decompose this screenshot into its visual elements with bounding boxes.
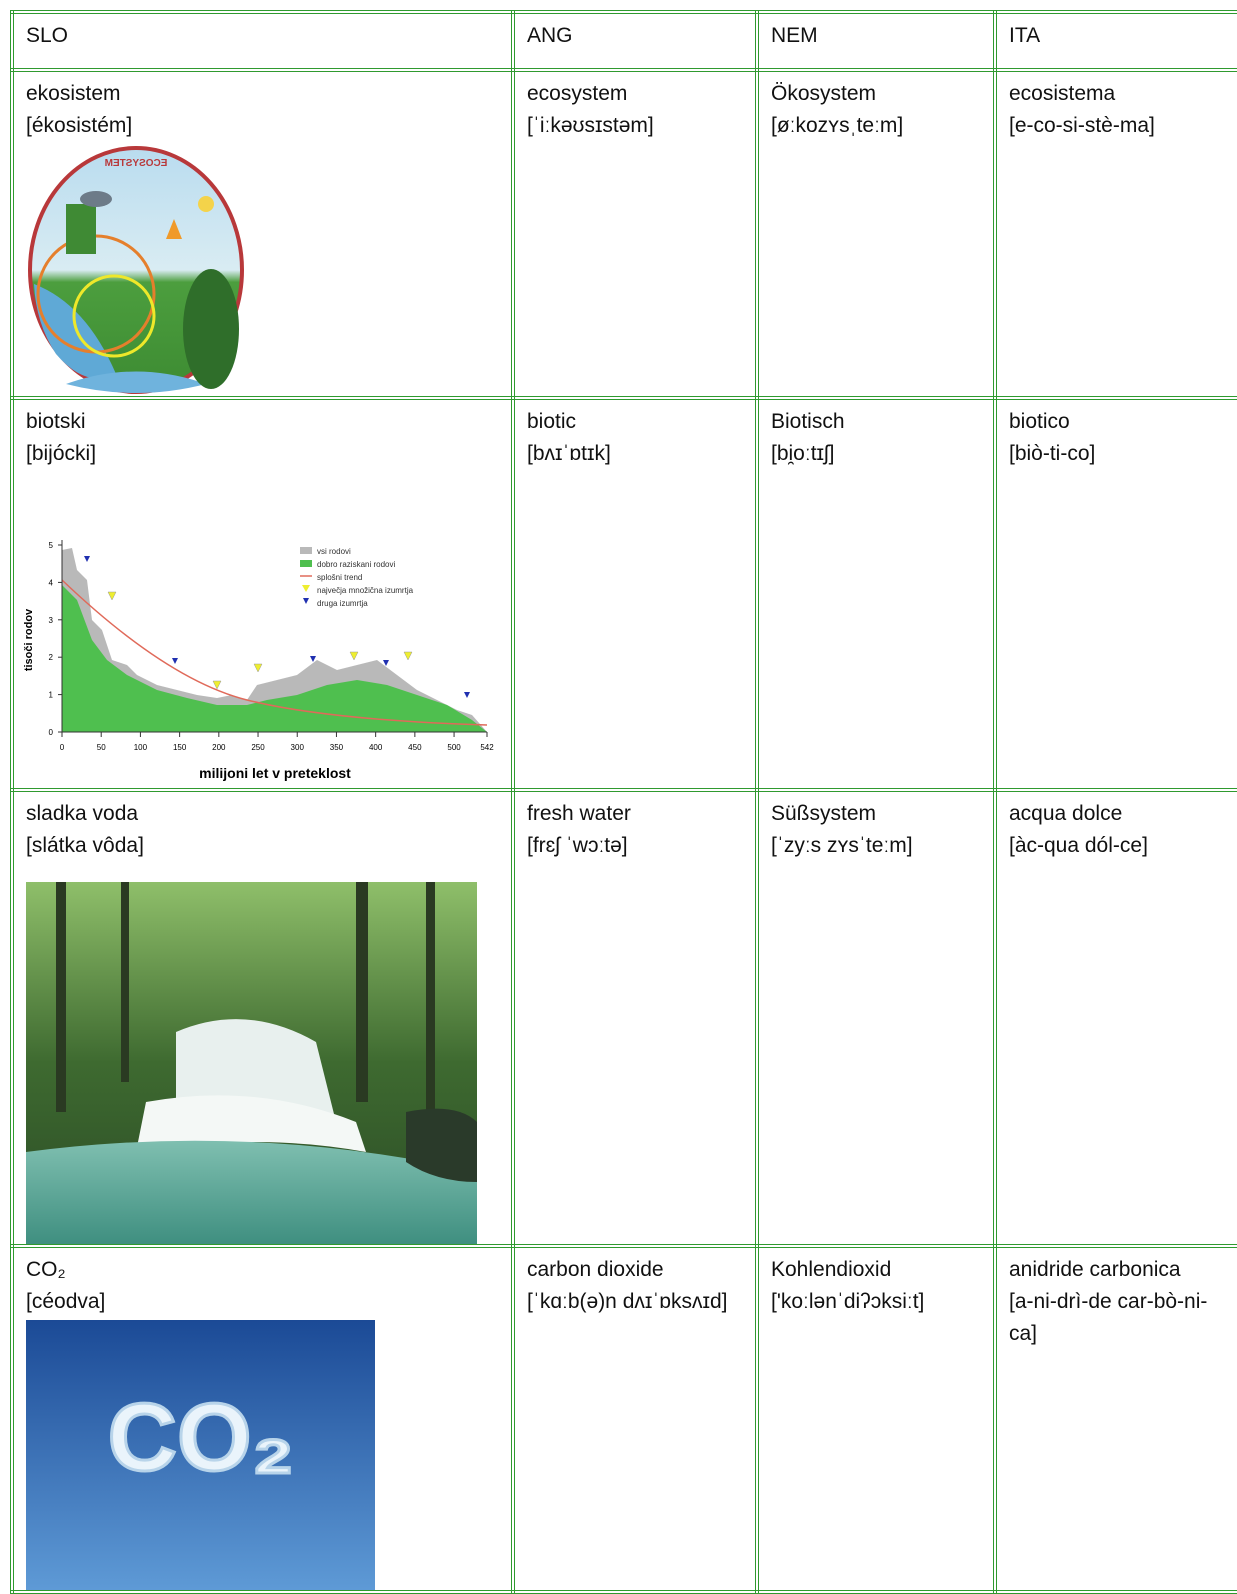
legend-entry: največja množična izumrtja bbox=[317, 586, 414, 595]
row: sladka voda [slátka vôda] fresh water [frɛ… bbox=[10, 788, 1237, 1248]
cell: fresh water [frɛʃ ˈwɔːtə] bbox=[511, 788, 759, 1248]
waterfall-image bbox=[26, 882, 477, 1242]
word: Kohlendioxid bbox=[771, 1258, 892, 1281]
header-cell: ANG bbox=[511, 10, 759, 72]
glossary-table: SLO ANG NEM ITA ekosistem [ékosistém] ECO… bbox=[10, 10, 1237, 1594]
word: ekosistem bbox=[26, 82, 121, 105]
cell: sladka voda [slátka vôda] bbox=[10, 788, 515, 1248]
legend-entry: druga izumrtja bbox=[317, 599, 368, 608]
legend-entry: vsi rodovi bbox=[317, 547, 351, 556]
cell: ecosistema [e-co-si-stè-ma] bbox=[993, 68, 1237, 400]
x-tick-label: 250 bbox=[251, 743, 265, 752]
word: Biotisch bbox=[771, 410, 845, 433]
pronunciation: [ˈiːkəʊsɪstəm] bbox=[527, 114, 654, 137]
ecosystem-image: ECOSYSTEM bbox=[28, 146, 244, 394]
x-tick-label: 200 bbox=[212, 743, 226, 752]
legend-entry: dobro raziskani rodovi bbox=[317, 560, 395, 569]
pronunciation: [céodva] bbox=[26, 1290, 106, 1313]
x-tick-label: 500 bbox=[447, 743, 461, 752]
header-cell: ITA bbox=[993, 10, 1237, 72]
page: SLO ANG NEM ITA ekosistem [ékosistém] ECO… bbox=[10, 10, 1237, 1594]
image-text: CO₂ bbox=[108, 1384, 295, 1491]
pronunciation: [e-co-si-stè-ma] bbox=[1009, 114, 1155, 137]
image-text: ECOSYSTEM bbox=[105, 158, 168, 169]
header-cell: NEM bbox=[755, 10, 997, 72]
axis-title: tisoči rodov bbox=[23, 608, 35, 671]
cell: carbon dioxide [ˈkɑːb(ə)n dʌɪˈɒksʌɪd] bbox=[511, 1244, 759, 1594]
word: biotico bbox=[1009, 410, 1070, 433]
x-tick-label: 300 bbox=[291, 743, 305, 752]
word: Süßsystem bbox=[771, 802, 877, 825]
cell: CO₂ [céodva] CO₂ bbox=[10, 1244, 515, 1594]
x-tick-label: 50 bbox=[97, 743, 106, 752]
legend-entry: splošni trend bbox=[317, 573, 362, 582]
word: biotski bbox=[26, 410, 86, 433]
word: ecosystem bbox=[527, 82, 628, 105]
y-tick-label: 2 bbox=[49, 653, 54, 662]
row: CO₂ [céodva] CO₂ carbon dioxide [ˈkɑːb(ə)n… bbox=[10, 1244, 1237, 1594]
row: biotski [bijócki] tisoči rodov milijoni l… bbox=[10, 396, 1237, 792]
cell: anidride carbonica [a-ni-drì-de car-bò-ni… bbox=[993, 1244, 1237, 1594]
x-tick-label: 100 bbox=[134, 743, 148, 752]
pronunciation: [bʌɪˈɒtɪk] bbox=[527, 442, 611, 465]
cell: ekosistem [ékosistém] ECOSYSTEM bbox=[10, 68, 515, 400]
header-cell: SLO bbox=[10, 10, 515, 72]
pronunciation: [frɛʃ ˈwɔːtə] bbox=[527, 834, 628, 857]
pronunciation: [bijócki] bbox=[26, 442, 97, 465]
y-tick-label: 4 bbox=[49, 578, 54, 587]
word: Ökosystem bbox=[771, 82, 877, 105]
pronunciation: ['koːlənˈdiʔɔksiːt] bbox=[771, 1290, 925, 1313]
extinction-chart-image: tisoči rodov milijoni let v preteklost 0… bbox=[23, 540, 494, 781]
y-tick-label: 3 bbox=[49, 616, 54, 625]
cell: Ökosystem [øːkozʏsˌteːm] bbox=[755, 68, 997, 400]
y-tick-label: 0 bbox=[49, 728, 54, 737]
x-tick-label: 450 bbox=[408, 743, 422, 752]
pronunciation: [ékosistém] bbox=[26, 114, 133, 137]
x-tick-label: 150 bbox=[173, 743, 187, 752]
word: fresh water bbox=[527, 802, 631, 825]
x-tick-label: 400 bbox=[369, 743, 383, 752]
word: anidride carbonica bbox=[1009, 1258, 1181, 1281]
x-tick-label: 0 bbox=[60, 743, 65, 752]
header-row: SLO ANG NEM ITA bbox=[10, 10, 1237, 72]
cell: biotic [bʌɪˈɒtɪk] bbox=[511, 396, 759, 792]
y-tick-label: 5 bbox=[49, 541, 54, 550]
pronunciation: [àc-qua dól-ce] bbox=[1009, 834, 1148, 857]
pronunciation: [slátka vôda] bbox=[26, 834, 144, 857]
x-tick-label: 350 bbox=[330, 743, 344, 752]
word: ecosistema bbox=[1009, 82, 1116, 105]
cell: Biotisch [bi̯oːtɪʃ] bbox=[755, 396, 997, 792]
cell: biotico [biò-ti-co] bbox=[993, 396, 1237, 792]
pronunciation: [a-ni-drì-de car-bò-ni-ca] bbox=[1009, 1290, 1208, 1345]
word: acqua dolce bbox=[1009, 802, 1123, 825]
x-tick-label: 542 bbox=[480, 743, 494, 752]
word: CO₂ bbox=[26, 1258, 66, 1281]
word: biotic bbox=[527, 410, 577, 433]
word: sladka voda bbox=[26, 802, 139, 825]
y-tick-label: 1 bbox=[49, 691, 54, 700]
cell: Kohlendioxid ['koːlənˈdiʔɔksiːt] bbox=[755, 1244, 997, 1594]
word: carbon dioxide bbox=[527, 1258, 664, 1281]
axis-title: milijoni let v preteklost bbox=[199, 765, 351, 781]
row: ekosistem [ékosistém] ECOSYSTEM ecosystem… bbox=[10, 68, 1237, 400]
pronunciation: [ˈkɑːb(ə)n dʌɪˈɒksʌɪd] bbox=[527, 1290, 728, 1313]
pronunciation: [biò-ti-co] bbox=[1009, 442, 1096, 465]
cell: biotski [bijócki] tisoči rodov milijoni l… bbox=[10, 396, 515, 792]
pronunciation: [øːkozʏsˌteːm] bbox=[771, 114, 904, 137]
co2-image: CO₂ bbox=[26, 1320, 375, 1588]
pronunciation: [bi̯oːtɪʃ] bbox=[771, 442, 835, 465]
cell: ecosystem [ˈiːkəʊsɪstəm] bbox=[511, 68, 759, 400]
pronunciation: [ˈzyːs zʏsˈteːm] bbox=[771, 834, 913, 857]
cell: acqua dolce [àc-qua dól-ce] bbox=[993, 788, 1237, 1248]
cell: Süßsystem [ˈzyːs zʏsˈteːm] bbox=[755, 788, 997, 1248]
